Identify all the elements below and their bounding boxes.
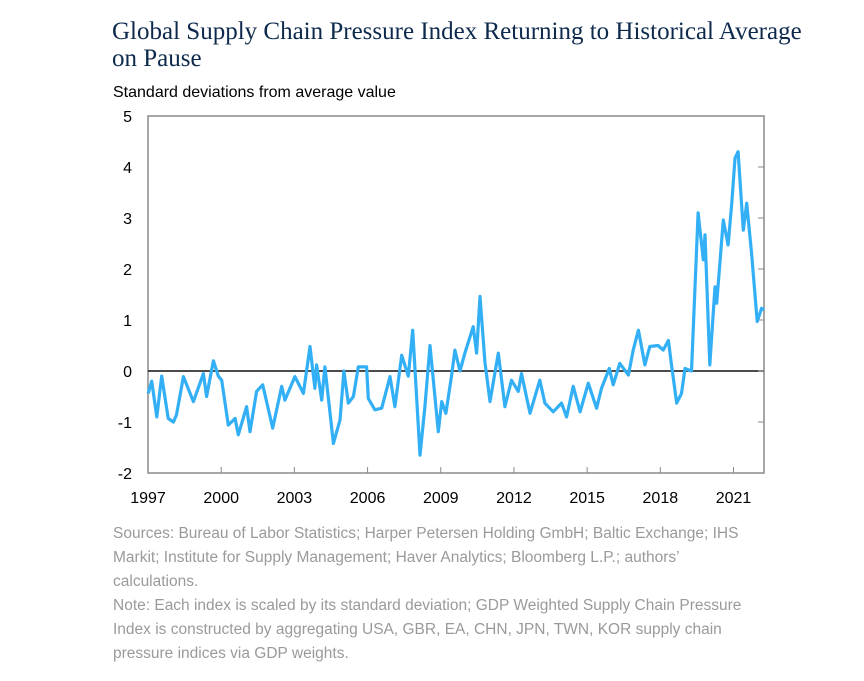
y-tick-label: 1: [123, 313, 132, 330]
series: [146, 150, 765, 457]
y-tick-label: -2: [118, 466, 132, 483]
methodology-note: Note: Each index is scaled by its standa…: [113, 597, 742, 662]
y-tick-label: 0: [123, 364, 132, 381]
x-tick-label: 2006: [350, 490, 386, 507]
x-tick-label: 2003: [277, 490, 313, 507]
y-tick-label: -1: [118, 415, 132, 432]
x-tick-label: 2021: [716, 490, 752, 507]
x-tick-label: 1997: [130, 490, 166, 507]
y-axis-label: Standard deviations from average value: [113, 84, 396, 101]
x-tick-label: 2009: [423, 490, 459, 507]
chart-title: Global Supply Chain Pressure Index Retur…: [112, 18, 802, 72]
y-tick-label: 5: [123, 109, 132, 126]
y-tick-label: 4: [123, 160, 132, 177]
y-tick-label: 3: [123, 211, 132, 228]
x-tick-label: 2018: [643, 490, 679, 507]
x-tick-label: 2015: [569, 490, 605, 507]
axes: [147, 115, 765, 474]
line-chart: -2 -1 0 1 2 3 4 5 1997 2000 2003 2006 2009 2012 2015 20…: [118, 109, 765, 507]
sources-note: Sources: Bureau of Labor Statistics; Har…: [113, 525, 739, 590]
x-tick-label: 2012: [496, 490, 532, 507]
ticks: -2 -1 0 1 2 3 4 5 1997 2000 2003 2006 2009 2012 2015 20…: [118, 109, 764, 507]
y-tick-label: 2: [123, 262, 132, 279]
plot-frame: [147, 115, 765, 474]
series-line: [146, 150, 765, 457]
x-tick-label: 2000: [203, 490, 239, 507]
